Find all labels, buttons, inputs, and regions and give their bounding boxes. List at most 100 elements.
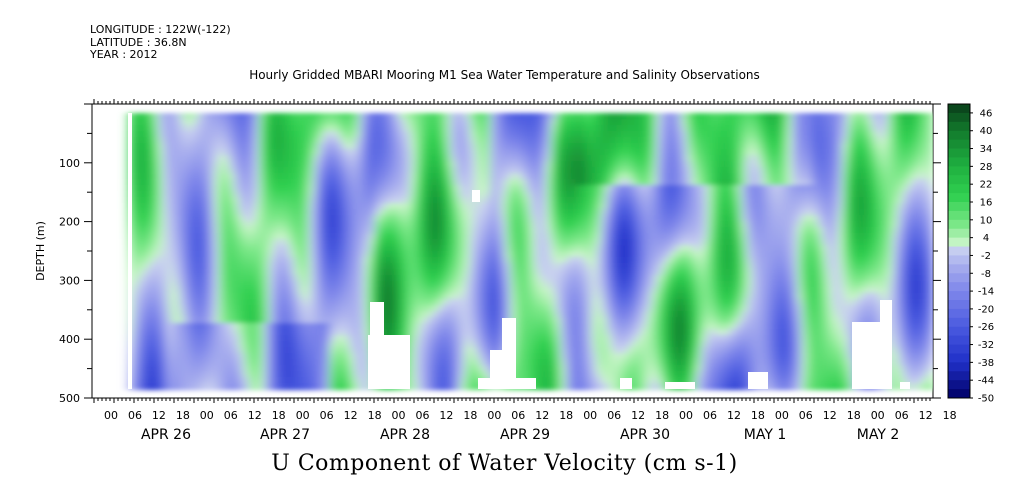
heatmap-cell — [228, 257, 235, 265]
heatmap-cell — [409, 137, 416, 145]
heatmap-cell — [314, 323, 321, 331]
heatmap-cell — [404, 209, 411, 217]
heatmap-cell — [636, 281, 643, 289]
heatmap-cell — [409, 149, 416, 157]
heatmap-cell — [490, 311, 497, 319]
heatmap-cell — [133, 377, 140, 385]
heatmap-cell — [319, 239, 326, 247]
heatmap-cell — [450, 245, 457, 253]
heatmap-cell — [258, 359, 266, 367]
heatmap-cell — [218, 263, 225, 271]
heatmap-cell — [329, 167, 336, 175]
heatmap-cell — [666, 197, 673, 205]
heatmap-cell — [520, 275, 527, 283]
heatmap-cell — [384, 293, 391, 301]
heatmap-cell — [595, 335, 603, 343]
heatmap-cell — [399, 203, 406, 211]
heatmap-cell — [379, 155, 386, 163]
heatmap-cell — [389, 263, 396, 271]
heatmap-cell — [621, 239, 628, 247]
heatmap-cell — [565, 215, 572, 223]
heatmap-cell — [319, 359, 326, 367]
heatmap-cell — [414, 197, 422, 205]
heatmap-cell — [580, 185, 588, 193]
heatmap-cell — [193, 383, 200, 391]
heatmap-cell — [671, 137, 678, 145]
heatmap-cell — [243, 119, 250, 127]
heatmap-cell — [631, 353, 638, 361]
heatmap-cell — [575, 269, 583, 277]
heatmap-cell — [540, 215, 547, 223]
heatmap-cell — [550, 167, 557, 175]
heatmap-cell — [334, 383, 341, 391]
heatmap-cell — [289, 383, 296, 391]
heatmap-cell — [414, 191, 422, 199]
heatmap-cell — [319, 329, 326, 337]
heatmap-cell — [550, 221, 557, 229]
heatmap-cell — [520, 203, 527, 211]
heatmap-cell — [636, 275, 643, 283]
heatmap-cell — [465, 131, 472, 139]
heatmap-cell — [626, 239, 633, 247]
heatmap-cell — [429, 335, 437, 343]
heatmap-cell — [600, 287, 608, 295]
heatmap-cell — [243, 329, 250, 337]
heatmap-cell — [495, 257, 502, 265]
heatmap-cell — [289, 221, 296, 229]
heatmap-cell — [369, 257, 376, 265]
heatmap-field — [128, 113, 933, 391]
heatmap-cell — [213, 293, 220, 301]
heatmap-cell — [666, 305, 673, 313]
heatmap-cell — [143, 359, 150, 367]
heatmap-cell — [450, 161, 457, 169]
heatmap-cell — [268, 275, 276, 283]
heatmap-cell — [384, 203, 391, 211]
heatmap-cell — [641, 251, 648, 259]
heatmap-cell — [550, 287, 557, 295]
heatmap-cell — [490, 113, 497, 121]
heatmap-cell — [429, 251, 437, 259]
heatmap-cell — [520, 167, 527, 175]
heatmap-cell — [203, 113, 210, 121]
heatmap-cell — [525, 239, 532, 247]
heatmap-cell — [148, 245, 155, 253]
heatmap-cell — [434, 113, 442, 121]
heatmap-cell — [253, 179, 261, 187]
heatmap-cell — [575, 149, 583, 157]
heatmap-cell — [289, 293, 296, 301]
heatmap-cell — [294, 335, 301, 343]
heatmap-cell — [636, 149, 643, 157]
heatmap-cell — [158, 215, 165, 223]
heatmap-cell — [419, 371, 427, 379]
heatmap-cell — [248, 287, 255, 295]
heatmap-cell — [158, 359, 165, 367]
heatmap-cell — [460, 167, 467, 175]
heatmap-cell — [258, 203, 266, 211]
heatmap-cell — [550, 305, 557, 313]
heatmap-cell — [178, 191, 185, 199]
heatmap-cell — [470, 137, 477, 145]
heatmap-cell — [480, 269, 487, 277]
heatmap-cell — [379, 191, 386, 199]
heatmap-cell — [158, 305, 165, 313]
heatmap-cell — [550, 329, 557, 337]
heatmap-cell — [359, 113, 366, 121]
heatmap-cell — [178, 275, 185, 283]
heatmap-cell — [289, 161, 296, 169]
heatmap-cell — [384, 173, 391, 181]
heatmap-cell — [656, 281, 663, 289]
heatmap-cell — [208, 119, 215, 127]
heatmap-cell — [525, 353, 532, 361]
heatmap-cell — [540, 323, 547, 331]
heatmap-cell — [505, 119, 512, 127]
heatmap-cell — [148, 359, 155, 367]
heatmap-cell — [354, 251, 361, 259]
latitude-text: LATITUDE : 36.8N — [90, 35, 187, 49]
heatmap-cell — [434, 347, 442, 355]
heatmap-cell — [600, 257, 608, 265]
heatmap-cell — [304, 215, 311, 223]
heatmap-cell — [304, 131, 311, 139]
heatmap-cell — [605, 245, 613, 253]
heatmap-cell — [354, 299, 361, 307]
heatmap-cell — [309, 269, 316, 277]
